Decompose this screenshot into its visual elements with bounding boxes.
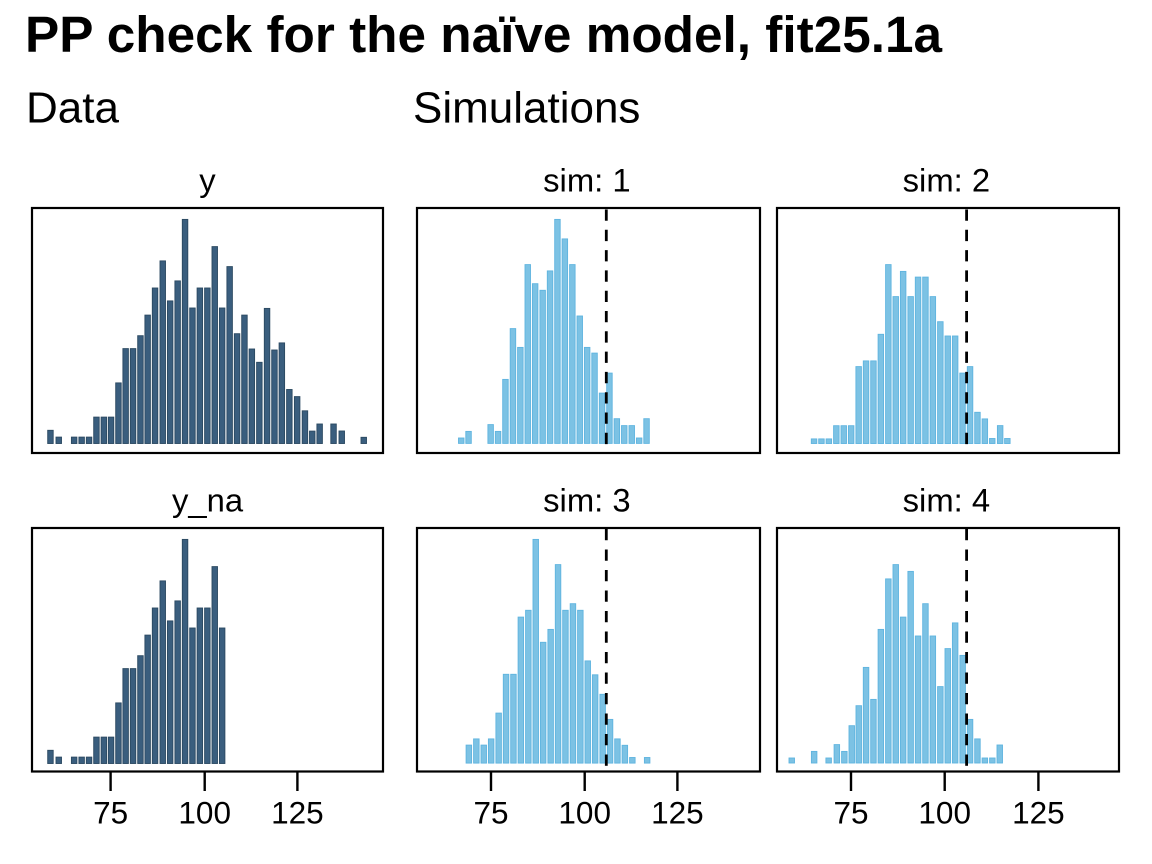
svg-text:75: 75 bbox=[473, 795, 508, 831]
svg-text:Data: Data bbox=[26, 84, 119, 133]
svg-text:PP check for the naïve model,: PP check for the naïve model, fit25.1a bbox=[25, 6, 943, 63]
svg-text:sim: 4: sim: 4 bbox=[903, 482, 990, 519]
svg-text:sim: 3: sim: 3 bbox=[543, 482, 630, 519]
svg-text:75: 75 bbox=[833, 795, 868, 831]
svg-text:sim: 1: sim: 1 bbox=[543, 162, 630, 199]
svg-text:125: 125 bbox=[651, 795, 704, 831]
svg-text:100: 100 bbox=[918, 795, 971, 831]
svg-text:100: 100 bbox=[558, 795, 611, 831]
svg-text:125: 125 bbox=[271, 795, 324, 831]
svg-text:75: 75 bbox=[93, 795, 128, 831]
svg-text:y: y bbox=[199, 162, 216, 199]
svg-text:y_na: y_na bbox=[172, 482, 244, 519]
svg-text:100: 100 bbox=[178, 795, 231, 831]
svg-text:Simulations: Simulations bbox=[413, 84, 640, 133]
svg-text:sim: 2: sim: 2 bbox=[903, 162, 990, 199]
svg-text:125: 125 bbox=[1012, 795, 1065, 831]
